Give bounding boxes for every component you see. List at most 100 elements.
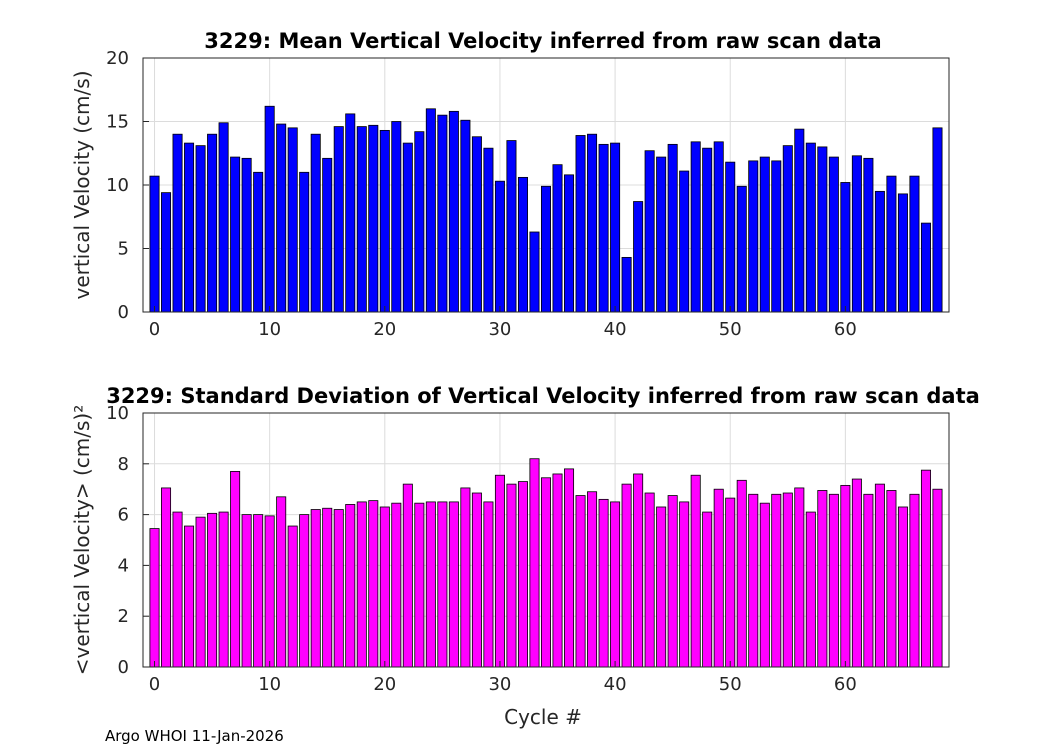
bar: [310, 509, 321, 668]
bar: [702, 147, 713, 313]
y-tick-label: 0: [118, 657, 129, 678]
bar: [713, 488, 724, 668]
bar: [287, 127, 298, 313]
bar: [356, 126, 367, 313]
bar: [494, 474, 505, 668]
bar: [690, 474, 701, 668]
bar: [598, 498, 609, 668]
bar: [368, 124, 379, 313]
bar: [828, 493, 839, 668]
bar: [782, 145, 793, 313]
bar: [379, 506, 390, 668]
bar: [402, 483, 413, 668]
bar: [909, 175, 920, 313]
bar: [932, 488, 943, 668]
std-velocity-chart: 3229: Standard Deviation of Vertical Vel…: [70, 384, 980, 729]
y-tick-label: 10: [106, 175, 129, 196]
bar: [840, 484, 851, 668]
bar: [874, 483, 885, 668]
bar: [782, 492, 793, 668]
bar: [448, 110, 459, 313]
y-tick-label: 5: [118, 239, 129, 260]
bar: [529, 458, 540, 668]
x-tick-label: 0: [149, 674, 160, 695]
x-tick-label: 30: [488, 319, 511, 340]
bar: [195, 516, 206, 668]
bar: [437, 114, 448, 313]
x-axis-label: Cycle #: [504, 705, 582, 729]
x-tick-label: 40: [604, 674, 627, 695]
bar: [414, 502, 425, 668]
bar: [552, 164, 563, 313]
bar: [471, 492, 482, 668]
bar: [552, 473, 563, 668]
bar: [575, 495, 586, 668]
bar: [253, 171, 264, 313]
bar: [414, 131, 425, 313]
y-tick-label: 4: [118, 555, 129, 576]
x-tick-label: 50: [719, 674, 742, 695]
x-tick-label: 0: [149, 319, 160, 340]
bar: [667, 495, 678, 668]
bar: [564, 174, 575, 313]
bar: [805, 142, 816, 313]
bar: [748, 493, 759, 668]
bar: [610, 142, 621, 313]
bar: [207, 133, 218, 313]
bar: [241, 514, 252, 668]
bar: [230, 471, 241, 668]
bar: [333, 509, 344, 668]
bar: [379, 129, 390, 313]
bar: [345, 113, 356, 313]
bar: [794, 128, 805, 313]
bar: [633, 201, 644, 313]
bar: [863, 157, 874, 313]
bar: [460, 119, 471, 313]
bar: [483, 147, 494, 313]
x-tick-label: 40: [604, 319, 627, 340]
x-tick-label: 60: [834, 319, 857, 340]
bar: [506, 140, 517, 313]
bar: [920, 222, 931, 313]
bar: [828, 156, 839, 313]
bar: [886, 490, 897, 668]
bar: [886, 175, 897, 313]
bar: [184, 142, 195, 313]
y-tick-label: 15: [106, 112, 129, 133]
bar: [322, 157, 333, 313]
bar: [748, 160, 759, 313]
bar: [725, 497, 736, 668]
bar: [851, 478, 862, 668]
y-axis-label: vertical Velocity (cm/s): [70, 71, 94, 300]
bar: [184, 525, 195, 668]
x-tick-label: 20: [373, 319, 396, 340]
bar: [460, 487, 471, 668]
bar: [759, 502, 770, 668]
bar: [932, 127, 943, 313]
bar: [276, 123, 287, 313]
bar: [874, 190, 885, 313]
bar: [587, 491, 598, 668]
bar: [149, 175, 160, 313]
x-tick-label: 20: [373, 674, 396, 695]
bar: [287, 525, 298, 668]
bar: [529, 231, 540, 313]
bar: [667, 143, 678, 313]
bar: [564, 468, 575, 668]
bar: [218, 511, 229, 668]
bar: [437, 501, 448, 668]
chart-title: 3229: Standard Deviation of Vertical Vel…: [106, 384, 980, 408]
bar: [794, 487, 805, 668]
bar: [149, 528, 160, 668]
x-tick-label: 60: [834, 674, 857, 695]
plot-area: [142, 57, 950, 313]
bar: [656, 506, 667, 668]
chart-title: 3229: Mean Vertical Velocity inferred fr…: [204, 29, 881, 53]
bar: [897, 506, 908, 668]
bar: [540, 185, 552, 313]
bar: [253, 514, 264, 668]
bar: [817, 490, 828, 668]
bar: [851, 155, 862, 313]
bar: [161, 192, 172, 313]
bar: [702, 511, 713, 668]
